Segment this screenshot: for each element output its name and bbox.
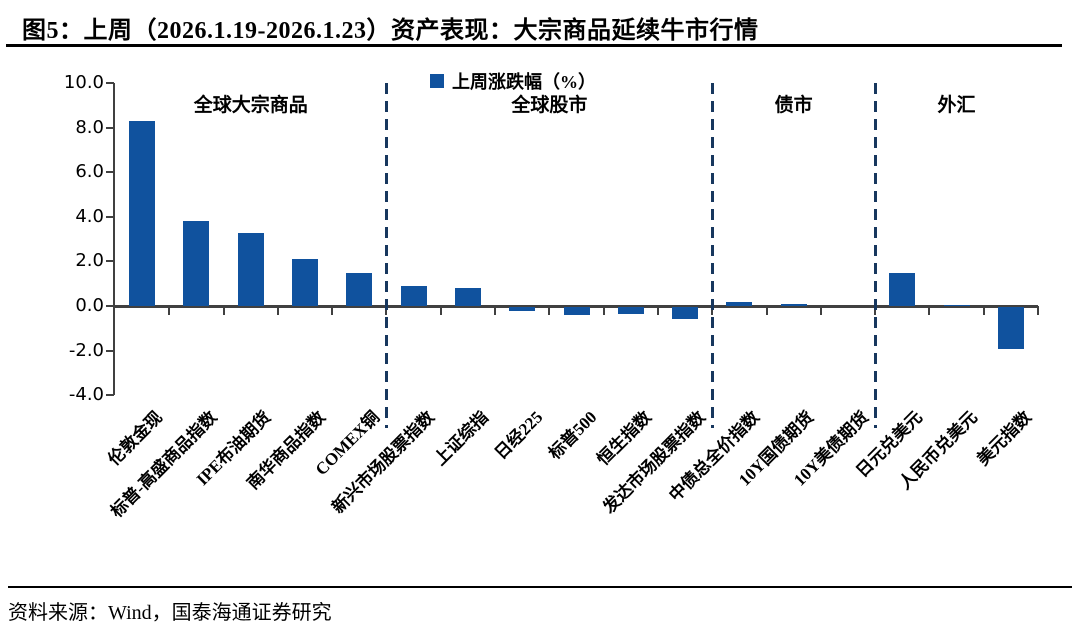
x-axis-tick (982, 306, 985, 315)
x-axis-tick (331, 306, 334, 315)
bar-新兴市场股票指数 (400, 285, 427, 306)
bar-南华商品指数 (292, 259, 319, 307)
section-separator (710, 83, 714, 428)
footer-rule (8, 586, 1072, 588)
y-axis-tick-label: 0.0 (75, 295, 104, 316)
y-axis-tick (106, 305, 114, 307)
x-axis-label: 上证综指 (430, 407, 492, 470)
bar-人民币兑美元 (943, 304, 970, 306)
y-axis-tick-label: 2.0 (75, 250, 104, 272)
y-axis-tick-label: 6.0 (75, 161, 104, 183)
section-label-债市: 债市 (774, 95, 813, 116)
x-axis-tick (548, 306, 551, 315)
bar-日经225 (509, 307, 536, 311)
legend-swatch-icon (430, 74, 444, 88)
y-axis-tick (106, 171, 114, 174)
bar-发达市场股票指数 (672, 307, 699, 319)
legend-label: 上周涨跌幅（%） (452, 72, 596, 92)
bar-10Y国债期货 (780, 303, 807, 306)
y-axis-tick (106, 126, 114, 129)
y-axis-tick-label: -4.0 (68, 384, 104, 406)
section-label-全球大宗商品: 全球大宗商品 (193, 95, 308, 116)
x-axis-line (115, 305, 1038, 308)
bar-美元指数 (997, 307, 1024, 349)
bar-IPE布油期货 (237, 232, 264, 306)
section-separator (384, 83, 388, 428)
y-axis-line (113, 83, 115, 395)
x-axis-tick (439, 306, 442, 315)
x-axis-tick (168, 306, 171, 315)
x-axis-tick (494, 306, 497, 315)
section-label-全球股市: 全球股市 (511, 95, 588, 116)
y-axis-tick-label: -2.0 (68, 339, 104, 361)
y-axis-tick-label: 4.0 (75, 205, 104, 227)
bar-标普-高盛商品指数 (183, 221, 210, 307)
source-note: 资料来源：Wind，国泰海通证券研究 (8, 602, 332, 624)
section-label-外汇: 外汇 (937, 95, 976, 116)
bar-伦敦金现 (129, 121, 156, 307)
x-axis-tick (276, 306, 279, 315)
x-axis-label: 美元指数 (973, 407, 1035, 470)
x-axis-tick (928, 306, 931, 315)
x-axis-tick (602, 306, 605, 315)
y-axis-tick-label: 8.0 (75, 116, 104, 138)
bar-中债总全价指数 (726, 301, 753, 306)
y-axis-tick (106, 82, 114, 85)
y-axis-tick (106, 215, 114, 218)
bar-恒生指数 (617, 307, 644, 314)
chart-legend: 上周涨跌幅（%） (430, 68, 596, 94)
y-axis-tick (106, 349, 114, 352)
bar-COMEX铜 (346, 272, 373, 306)
bar-上证综指 (454, 288, 481, 307)
bar-标普500 (563, 307, 590, 315)
x-axis-label: 日经225 (490, 407, 547, 464)
section-separator (873, 83, 877, 428)
y-axis-tick-label: 10.0 (63, 72, 104, 94)
y-axis-tick (106, 394, 114, 397)
x-axis-tick (656, 306, 659, 315)
title-underline (6, 44, 1062, 47)
x-axis-tick (819, 306, 822, 315)
x-axis-tick (1037, 306, 1039, 315)
figure-title: 图5：上周（2026.1.19-2026.1.23）资产表现：大宗商品延续牛市行… (22, 18, 759, 44)
bar-日元兑美元 (889, 272, 916, 306)
x-axis-tick (222, 306, 225, 315)
x-axis-tick (765, 306, 768, 315)
y-axis-tick (106, 260, 114, 263)
